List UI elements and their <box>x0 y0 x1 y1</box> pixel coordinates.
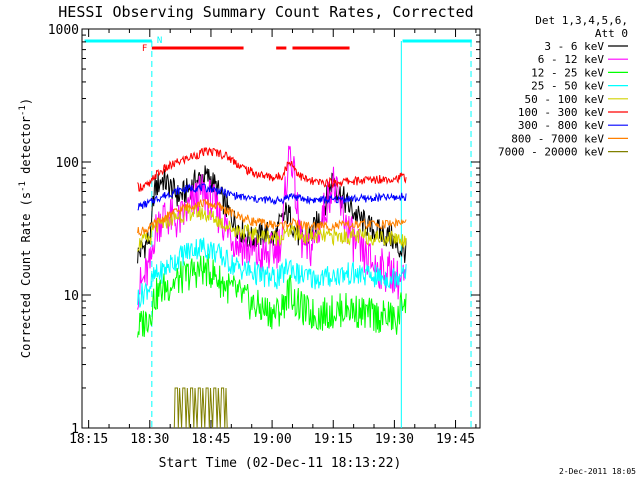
x-tick-label: 19:00 <box>253 432 292 447</box>
legend-label: 50 - 100 keV <box>525 93 605 106</box>
legend-label: 12 - 25 keV <box>531 66 604 79</box>
legend-label: 100 - 300 keV <box>518 106 604 119</box>
legend-label: 800 - 7000 keV <box>511 132 604 145</box>
legend-header-2: Att 0 <box>595 27 628 40</box>
series-line <box>137 183 407 211</box>
plot-frame <box>81 28 481 429</box>
legend-label: 7000 - 20000 keV <box>498 146 604 159</box>
y-axis-label: Corrected Count Rate (s-1 detector-1) <box>18 98 33 358</box>
legend-label: 6 - 12 keV <box>538 53 605 66</box>
x-axis-label: Start Time (02-Dec-11 18:13:22) <box>159 456 402 471</box>
night-boundaries <box>151 41 472 428</box>
series-line <box>173 387 228 429</box>
legend-label: 25 - 50 keV <box>531 80 604 93</box>
flag-f-label: F <box>142 44 147 54</box>
y-tick-label: 1 <box>71 422 79 437</box>
x-tick-label: 18:30 <box>130 432 169 447</box>
series-line <box>137 198 407 237</box>
legend-label: 3 - 6 keV <box>544 40 604 53</box>
flag-n-label: N <box>157 36 162 46</box>
x-tick-label: 19:30 <box>375 432 414 447</box>
x-axis-ticks: 18:15 18:30 18:45 19:00 19:15 19:30 19:45 <box>69 29 477 447</box>
chart-title: HESSI Observing Summary Count Rates, Cor… <box>58 3 473 21</box>
series-line <box>137 147 407 193</box>
y-tick-label: 100 <box>56 156 79 171</box>
y-tick-label: 10 <box>63 289 79 304</box>
series-lines <box>137 145 407 429</box>
footer-date: 2-Dec-2011 18:05 <box>559 467 636 476</box>
flag-bars: NF <box>84 36 472 54</box>
legend-label: 300 - 800 keV <box>518 119 604 132</box>
series-line <box>137 237 407 308</box>
y-axis-ticks: 1 10 100 1000 <box>48 23 480 437</box>
legend-header-1: Det 1,3,4,5,6, <box>535 14 628 27</box>
x-tick-label: 19:15 <box>314 432 353 447</box>
series-line <box>137 253 407 338</box>
series-line <box>137 203 407 252</box>
x-tick-label: 18:45 <box>191 432 230 447</box>
y-tick-label: 1000 <box>48 23 79 38</box>
x-tick-label: 18:15 <box>69 432 108 447</box>
series-line <box>137 165 407 264</box>
x-tick-label: 19:45 <box>436 432 475 447</box>
